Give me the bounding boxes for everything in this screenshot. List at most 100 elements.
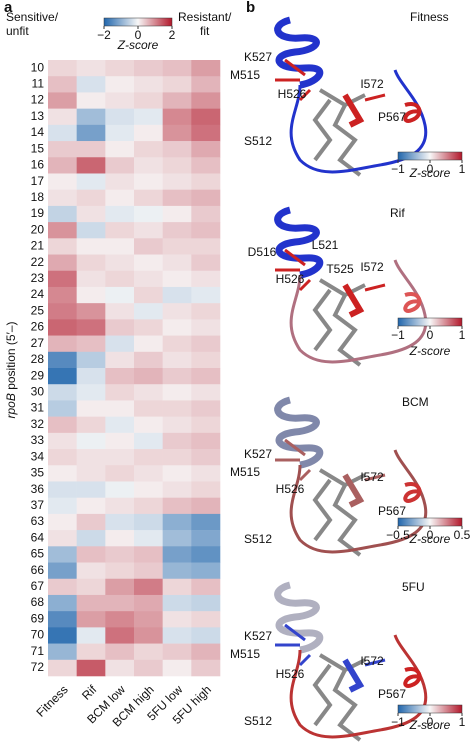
legend-title: Z-score	[117, 38, 159, 52]
heatmap-cell	[134, 611, 163, 628]
heatmap-cell	[162, 465, 192, 482]
row-label: 63	[31, 514, 45, 528]
structure-title: Rif	[390, 206, 405, 220]
strand	[342, 283, 365, 318]
row-label: 11	[32, 76, 45, 90]
heatmap-cell	[76, 659, 106, 677]
heatmap-cell	[134, 141, 163, 158]
heatmap-cell	[162, 238, 192, 255]
row-label: 19	[31, 206, 45, 220]
heatmap-cell	[105, 578, 135, 596]
heatmap-cell	[162, 108, 192, 126]
heatmap-cell	[191, 562, 221, 580]
heatmap-cell	[76, 497, 106, 515]
heatmap-cell	[162, 627, 192, 644]
heatmap-cell	[134, 157, 163, 174]
ligand	[312, 653, 366, 742]
heatmap-cell	[105, 92, 135, 109]
residue-label: K527	[244, 50, 272, 64]
residue-label: L521	[312, 238, 339, 252]
colorbar-tick-label: 0	[135, 28, 142, 42]
heatmap-cell	[76, 60, 106, 77]
heatmap-cell	[134, 368, 163, 385]
heatmap-cell	[76, 108, 106, 126]
row-label: 37	[31, 498, 45, 512]
heatmap-cell	[134, 335, 163, 353]
heatmap-cell	[76, 432, 106, 450]
heatmap-cell	[191, 254, 221, 272]
strand	[342, 93, 365, 128]
heatmap-cell	[76, 416, 106, 434]
row-label: 71	[31, 644, 45, 658]
heatmap-cell	[105, 562, 135, 580]
heatmap-cell	[162, 384, 192, 401]
column-label: Rif	[79, 682, 100, 703]
colorbar	[397, 704, 463, 714]
heatmap-cell	[76, 92, 106, 109]
heatmap-cell	[162, 562, 192, 580]
heatmap-cell	[48, 513, 77, 531]
heatmap-cell	[191, 546, 221, 563]
heatmap-cell	[105, 497, 135, 515]
colorbar-tick-label: −0.5	[386, 528, 410, 542]
heatmap-cell	[162, 141, 192, 158]
heatmap-cell	[76, 76, 106, 93]
row-label: 65	[31, 547, 45, 561]
heatmap-cell	[134, 60, 163, 77]
heatmap-cell	[105, 449, 135, 466]
heatmap-cell	[134, 465, 163, 482]
y-axis-label-rest: position (5′–)	[4, 322, 18, 394]
heatmap-cell	[105, 546, 135, 563]
heatmap-cell	[105, 400, 135, 417]
loop	[403, 292, 422, 313]
colorbar-tick-label: 1	[459, 328, 466, 342]
heatmap-cell	[162, 157, 192, 174]
heatmap-cell	[162, 546, 192, 563]
colorbar-title: Z-score	[409, 166, 451, 180]
heatmap-cell	[191, 335, 221, 353]
heatmap-cell	[105, 513, 135, 531]
ligand	[312, 88, 366, 177]
heatmap-cell	[105, 465, 135, 482]
heatmap-cell	[48, 157, 77, 174]
residue-label: M515	[230, 647, 260, 661]
row-label: 72	[31, 660, 45, 674]
sidechains	[275, 58, 386, 102]
heatmap-cell	[134, 108, 163, 126]
heatmap-cell	[162, 578, 192, 596]
heatmap-cell	[48, 546, 77, 563]
residue-label: H526	[278, 87, 307, 101]
residue-label: I572	[360, 260, 384, 274]
heatmap-cell	[134, 189, 163, 207]
heatmap-cell	[134, 578, 163, 596]
heatmap-cell	[105, 627, 135, 644]
heatmap-cell	[105, 659, 135, 677]
colorbar	[397, 317, 463, 327]
helix	[274, 16, 324, 89]
heatmap-cell	[191, 76, 221, 93]
heatmap-cell	[105, 351, 135, 369]
row-label: 10	[31, 60, 45, 74]
heatmap-cell	[76, 594, 106, 612]
residue-label: P567	[378, 504, 406, 518]
colorbar-title: Z-score	[409, 532, 451, 546]
heatmap-cell	[162, 416, 192, 434]
heatmap-cell	[48, 76, 77, 93]
heatmap-cell	[191, 530, 221, 547]
heatmap-cell	[76, 157, 106, 174]
heatmap-cell	[48, 611, 77, 628]
colorbar-tick-label: 0	[427, 328, 434, 342]
heatmap-cell	[162, 270, 192, 288]
row-label: 70	[31, 628, 45, 642]
heatmap-cell	[134, 270, 163, 288]
heatmap-cell	[191, 611, 221, 628]
row-label: 23	[31, 271, 45, 285]
heatmap-cell	[191, 497, 221, 515]
heatmap-cell	[48, 222, 77, 239]
heatmap-cell	[162, 481, 192, 498]
heatmap-cell	[162, 611, 192, 628]
heatmap-cell	[48, 238, 77, 255]
heatmap-cell	[48, 124, 77, 142]
heatmap-cell	[48, 270, 77, 288]
helix	[274, 206, 324, 279]
